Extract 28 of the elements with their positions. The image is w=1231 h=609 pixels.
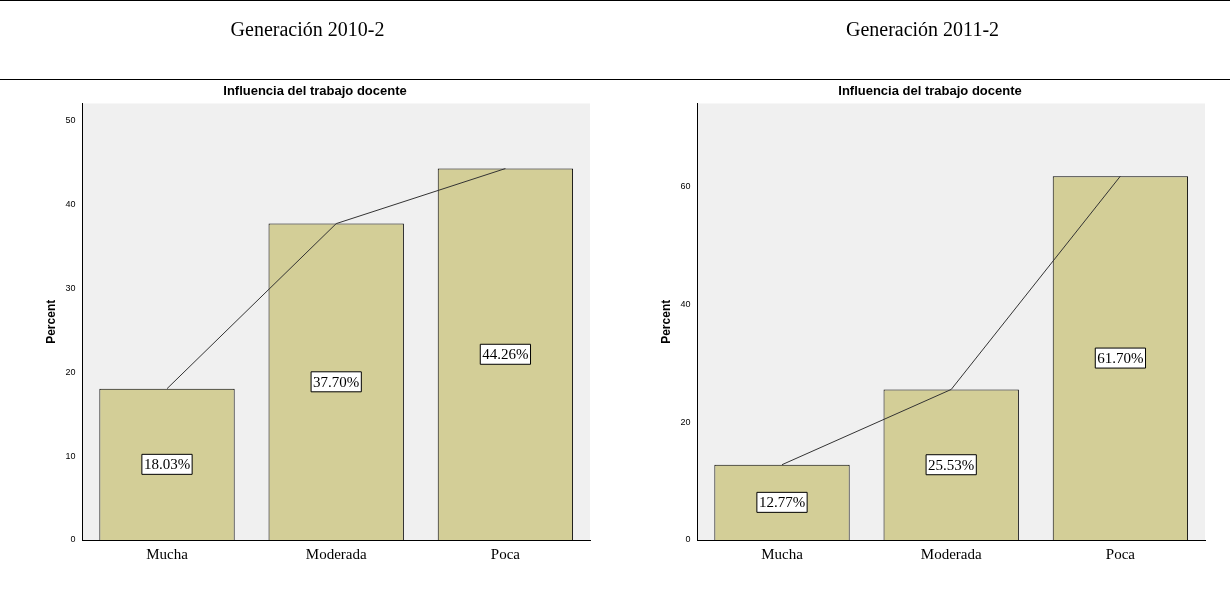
x-tick-label: Moderada <box>920 545 982 562</box>
data-label: 61.70% <box>1097 350 1144 367</box>
y-tick-label: 50 <box>65 114 76 125</box>
data-label: 37.70% <box>313 373 360 390</box>
y-axis-title: Percent <box>43 299 58 344</box>
x-tick-label: Poca <box>1105 545 1136 562</box>
chart-subtitle: Generación 2011-2 <box>615 0 1230 53</box>
y-tick-label: 40 <box>680 298 691 309</box>
y-tick-label: 60 <box>680 180 691 191</box>
data-label: 12.77% <box>758 494 806 511</box>
y-tick-label: 20 <box>680 416 691 427</box>
data-label: 25.53% <box>928 456 975 473</box>
chart-title: Influencia del trabajo docente <box>838 83 1022 99</box>
y-tick-label: 0 <box>685 534 691 545</box>
y-tick-label: 30 <box>65 282 76 293</box>
x-tick-label: Poca <box>490 545 521 562</box>
y-axis-title: Percent <box>658 299 673 344</box>
y-tick-label: 20 <box>65 366 76 377</box>
data-label: 44.26% <box>482 346 529 363</box>
y-tick-label: 40 <box>65 198 76 209</box>
chart-subtitle: Generación 2010-2 <box>0 0 615 53</box>
data-label: 18.03% <box>143 456 191 473</box>
x-tick-label: Mucha <box>146 545 189 562</box>
chart-title: Influencia del trabajo docente <box>223 83 407 99</box>
y-tick-label: 10 <box>65 450 76 461</box>
y-tick-label: 0 <box>70 534 76 545</box>
x-tick-label: Moderada <box>305 545 367 562</box>
x-tick-label: Mucha <box>761 545 804 562</box>
